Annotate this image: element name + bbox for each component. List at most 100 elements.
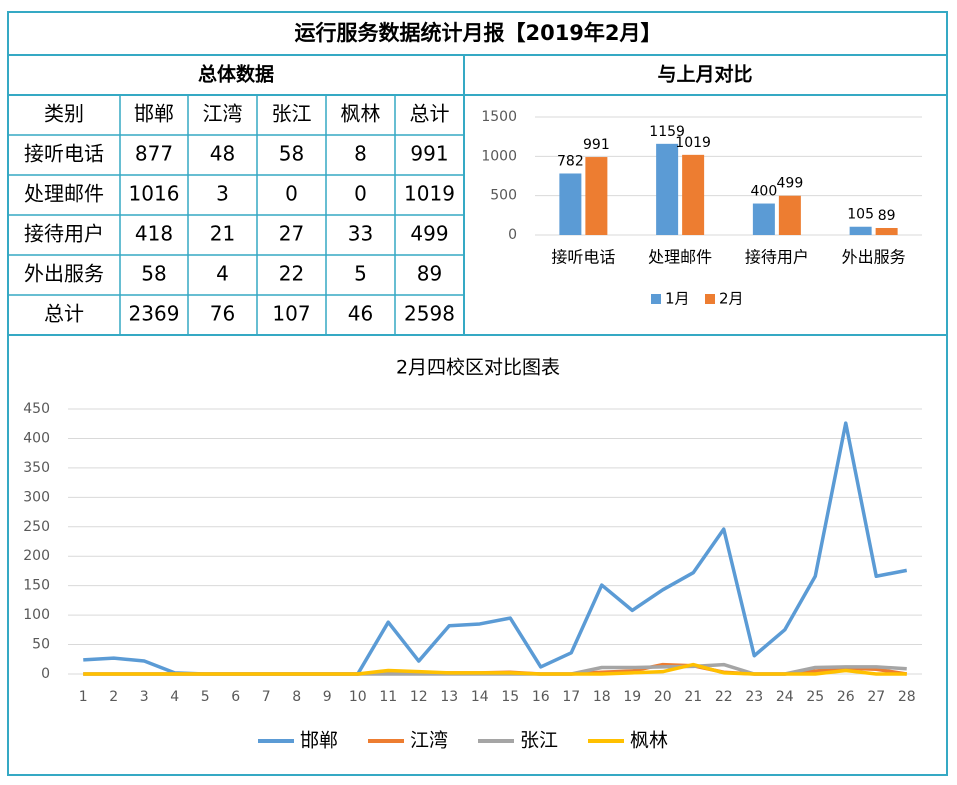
table-cell: 33 — [348, 222, 373, 246]
y-tick-label: 350 — [23, 460, 50, 476]
column-header: 总计 — [410, 102, 450, 126]
x-tick-label: 24 — [776, 689, 794, 705]
legend-label: 邯郸 — [300, 730, 338, 752]
table-cell: 5 — [354, 262, 367, 286]
table-cell: 处理邮件 — [24, 182, 104, 206]
y-tick-label: 450 — [23, 401, 50, 417]
line-series — [83, 421, 908, 676]
x-tick-label: 15 — [501, 689, 519, 705]
column-header: 枫林 — [341, 102, 381, 126]
y-tick-label: 50 — [32, 637, 50, 653]
legend-swatch — [705, 294, 715, 304]
column-header: 张江 — [272, 102, 312, 126]
bar — [585, 157, 608, 235]
x-tick-label: 外出服务 — [842, 248, 906, 267]
bar — [752, 203, 775, 235]
table-cell: 499 — [410, 222, 448, 246]
x-tick-label: 14 — [471, 689, 489, 705]
x-tick-label: 13 — [440, 689, 458, 705]
table-cell: 3 — [216, 182, 229, 206]
table-cell: 总计 — [44, 302, 84, 326]
x-tick-label: 处理邮件 — [648, 248, 712, 267]
value-label: 400 — [751, 184, 778, 200]
x-tick-label: 6 — [231, 689, 240, 705]
x-tick-label: 25 — [806, 689, 824, 705]
legend-label: 张江 — [520, 730, 558, 752]
y-tick-label: 150 — [23, 578, 50, 594]
table-cell: 418 — [135, 222, 173, 246]
x-tick-label: 接待用户 — [745, 248, 809, 267]
table-cell: 2369 — [129, 302, 180, 326]
table-cell: 0 — [354, 182, 367, 206]
table-cell: 89 — [417, 262, 442, 286]
value-label: 782 — [557, 153, 584, 169]
x-tick-label: 21 — [684, 689, 702, 705]
value-label: 105 — [847, 207, 874, 223]
table-title: 总体数据 — [198, 63, 274, 86]
x-tick-label: 4 — [170, 689, 179, 705]
x-tick-label: 5 — [201, 689, 210, 705]
x-tick-label: 接听电话 — [551, 248, 615, 267]
table-cell: 27 — [279, 222, 304, 246]
line-series — [83, 662, 907, 676]
x-tick-label: 22 — [715, 689, 733, 705]
column-header: 类别 — [44, 102, 84, 126]
table-cell: 46 — [348, 302, 373, 326]
legend-label: 江湾 — [410, 730, 448, 752]
y-tick-label: 400 — [23, 430, 50, 446]
y-tick-label: 100 — [23, 607, 50, 623]
x-tick-label: 20 — [654, 689, 672, 705]
page-title: 运行服务数据统计月报【2019年2月】 — [294, 21, 661, 45]
legend-label: 2月 — [719, 290, 744, 308]
value-label: 991 — [583, 137, 610, 153]
table-cell: 2598 — [404, 302, 455, 326]
bar — [682, 154, 705, 235]
value-label: 89 — [878, 208, 896, 224]
table-cell: 48 — [210, 142, 235, 166]
x-tick-label: 11 — [379, 689, 397, 705]
column-header: 江湾 — [203, 102, 243, 126]
x-tick-label: 28 — [898, 689, 916, 705]
y-tick-label: 0 — [41, 666, 50, 682]
x-tick-label: 18 — [593, 689, 611, 705]
x-tick-label: 10 — [349, 689, 367, 705]
legend-label: 枫林 — [630, 730, 668, 752]
table-cell: 8 — [354, 142, 367, 166]
x-tick-label: 9 — [323, 689, 332, 705]
table-cell: 1016 — [129, 182, 180, 206]
x-tick-label: 3 — [140, 689, 149, 705]
table-cell: 外出服务 — [24, 262, 104, 286]
x-tick-label: 12 — [410, 689, 428, 705]
bar — [778, 195, 801, 235]
column-header: 邯郸 — [134, 102, 174, 126]
value-label: 1019 — [675, 135, 711, 151]
legend-label: 1月 — [665, 290, 690, 308]
y-tick-label: 1000 — [481, 148, 517, 164]
bar — [656, 143, 679, 235]
chart-title: 2月四校区对比图表 — [396, 357, 560, 379]
bar — [559, 173, 582, 235]
table-cell: 58 — [279, 142, 304, 166]
value-label: 499 — [777, 176, 804, 192]
table-cell: 58 — [141, 262, 166, 286]
y-tick-label: 1500 — [481, 109, 517, 125]
x-tick-label: 17 — [562, 689, 580, 705]
x-tick-label: 27 — [867, 689, 885, 705]
x-tick-label: 8 — [292, 689, 301, 705]
bar — [875, 227, 898, 235]
x-tick-label: 19 — [623, 689, 641, 705]
x-tick-label: 23 — [745, 689, 763, 705]
y-tick-label: 250 — [23, 519, 50, 535]
y-tick-label: 300 — [23, 489, 50, 505]
y-tick-label: 500 — [490, 188, 517, 204]
chart-title: 与上月对比 — [657, 63, 752, 86]
table-cell: 991 — [410, 142, 448, 166]
legend-swatch — [651, 294, 661, 304]
table-cell: 接待用户 — [24, 222, 104, 246]
y-tick-label: 0 — [508, 227, 517, 243]
x-tick-label: 1 — [79, 689, 88, 705]
x-tick-label: 26 — [837, 689, 855, 705]
x-tick-label: 16 — [532, 689, 550, 705]
table-cell: 4 — [216, 262, 229, 286]
